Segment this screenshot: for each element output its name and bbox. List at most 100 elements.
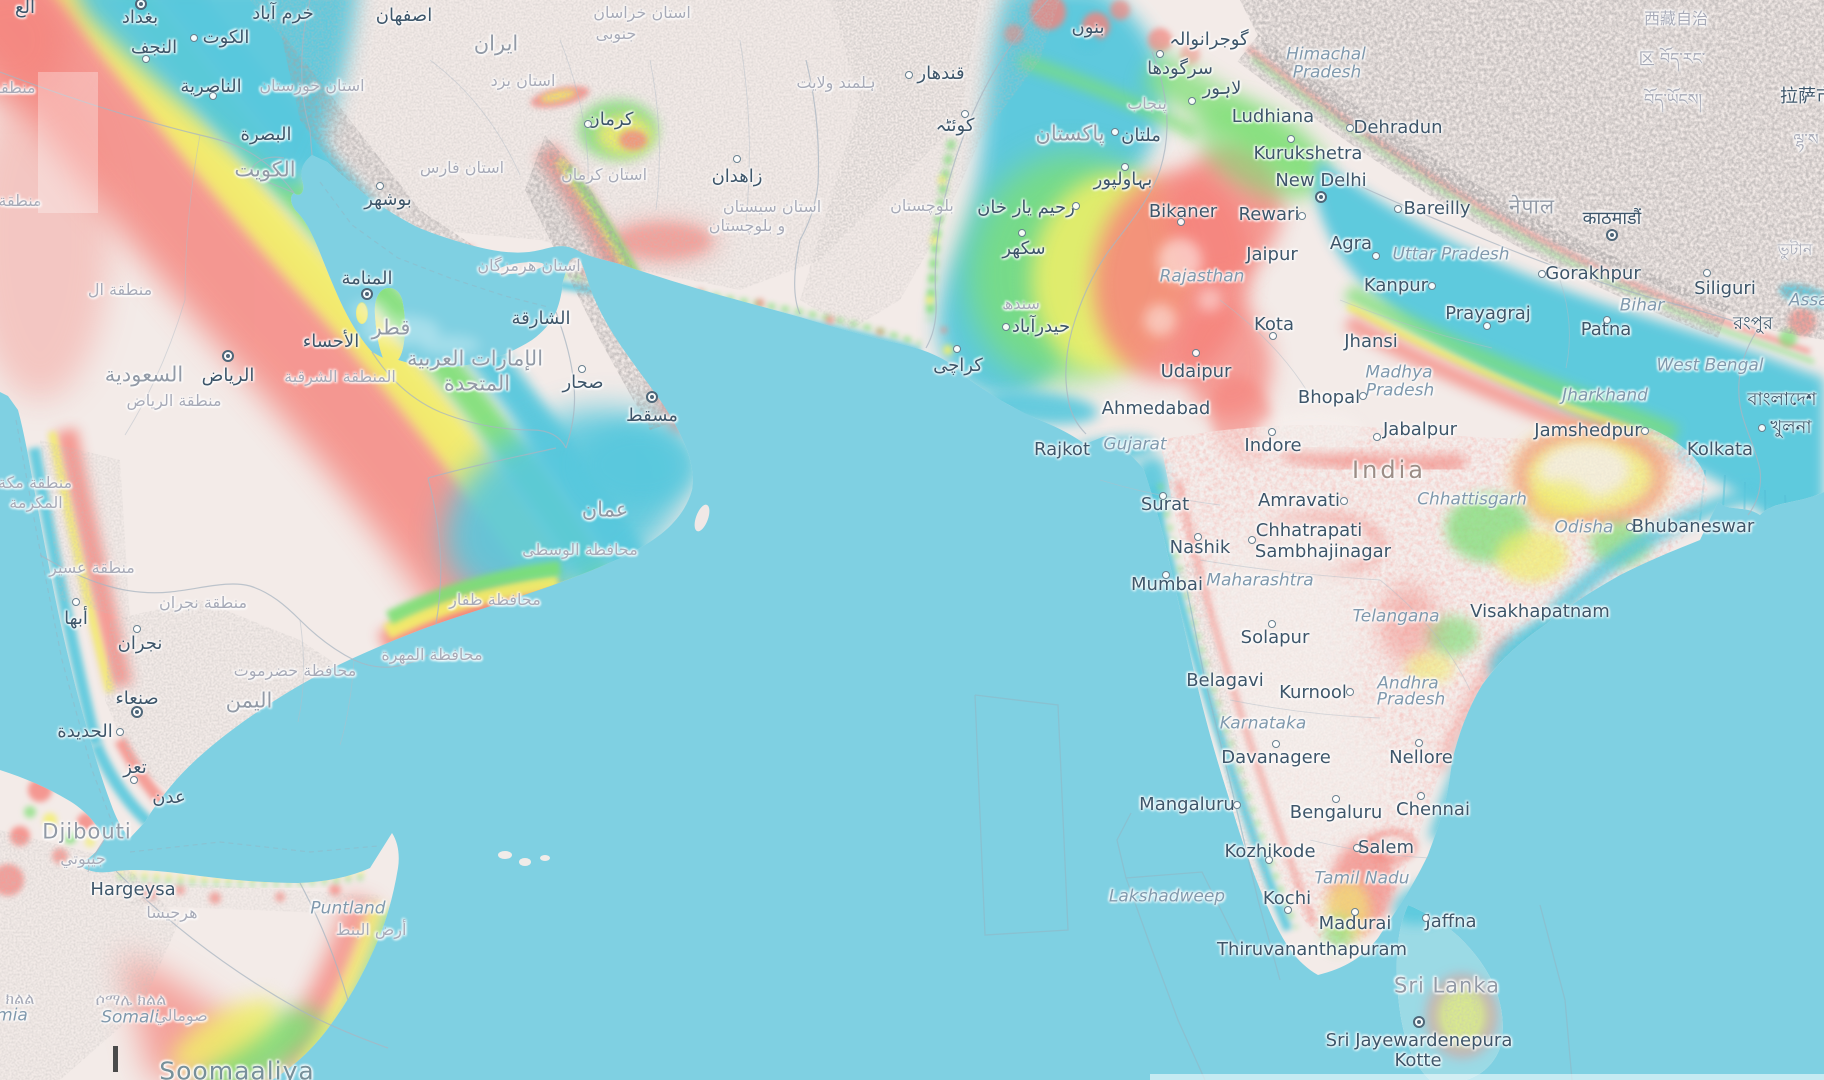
map-label: الناصرية bbox=[180, 76, 242, 97]
capital-marker bbox=[135, 0, 147, 10]
map-label: صنعاء bbox=[115, 688, 159, 709]
town-marker bbox=[1072, 202, 1080, 210]
map-label: Rajkot bbox=[1034, 439, 1090, 460]
map-label: الرياض bbox=[201, 365, 255, 386]
town-marker bbox=[1233, 801, 1241, 809]
map-label: Chennai bbox=[1396, 799, 1470, 820]
map-label: Djibouti bbox=[42, 819, 132, 844]
map-label: Pradesh bbox=[1292, 62, 1362, 83]
town-marker bbox=[1111, 128, 1119, 136]
map-label: قندهار bbox=[917, 63, 965, 84]
map-label: Jabalpur bbox=[1382, 419, 1458, 440]
map-label: کرمان bbox=[586, 109, 634, 130]
town-marker bbox=[190, 34, 198, 42]
map-label: Kanpur bbox=[1363, 275, 1429, 296]
map-label: منطقة bbox=[0, 191, 42, 210]
map-label: Jaffna bbox=[1425, 911, 1477, 932]
map-label: Udaipur bbox=[1160, 361, 1232, 382]
map-label: Tamil Nadu bbox=[1314, 868, 1410, 889]
map-label: کوئٹہ bbox=[935, 115, 975, 136]
map-label: استان کرمان bbox=[560, 165, 648, 184]
map-label: Bengaluru bbox=[1289, 802, 1383, 823]
map-label: Siliguri bbox=[1694, 278, 1756, 299]
map-label: زاهدان bbox=[711, 166, 763, 187]
map-label: بہاولپور bbox=[1093, 169, 1153, 190]
map-label: المتحدة bbox=[443, 371, 511, 396]
town-marker bbox=[1359, 392, 1367, 400]
map-label: پنجاب bbox=[1127, 94, 1167, 113]
map-label: Sri Lanka bbox=[1393, 973, 1501, 998]
map-label: Chhattisgarh bbox=[1417, 489, 1527, 510]
town-marker bbox=[1394, 205, 1402, 213]
map-label: محافظة المهرة bbox=[381, 645, 483, 664]
map-label: ክልል bbox=[5, 989, 35, 1008]
map-label: تعز bbox=[123, 757, 147, 778]
map-label: ভুটান bbox=[1777, 240, 1813, 259]
town-marker bbox=[1177, 218, 1185, 226]
map-label: هرجيسا bbox=[146, 903, 198, 922]
map-label: Madhya bbox=[1365, 362, 1433, 383]
map-label: Mangaluru bbox=[1139, 794, 1235, 815]
map-label: Mumbai bbox=[1131, 574, 1203, 595]
map-label: سندھ bbox=[1002, 294, 1040, 313]
town-marker bbox=[72, 598, 80, 606]
map-label: India bbox=[1352, 456, 1426, 484]
town-marker bbox=[209, 92, 217, 100]
map-label: جيبوتي bbox=[60, 849, 106, 868]
admin-borders bbox=[0, 0, 1762, 1049]
town-marker bbox=[1372, 252, 1380, 260]
qeshm-island bbox=[496, 262, 544, 274]
town-marker bbox=[584, 120, 592, 128]
map-label: Prayagraj bbox=[1445, 303, 1531, 324]
map-label: 拉萨市 bbox=[1780, 86, 1824, 107]
town-marker bbox=[1159, 492, 1167, 500]
map-label: Agra bbox=[1329, 233, 1373, 254]
map-label: Lakshadweep bbox=[1108, 886, 1226, 907]
map-label: منطقة عسير bbox=[49, 558, 135, 577]
map-label: Bhopal bbox=[1297, 387, 1361, 408]
map-label: Sri Jayewardenepura bbox=[1325, 1030, 1513, 1051]
map-label: استان سیستان bbox=[722, 197, 822, 216]
town-marker bbox=[1265, 856, 1273, 864]
map-label: 区 བོད་རང་ bbox=[1638, 49, 1706, 68]
map-label: Surat bbox=[1140, 494, 1190, 515]
map-label: بوشهر bbox=[364, 189, 412, 210]
map-label: काठमाडौं bbox=[1582, 208, 1642, 229]
town-marker bbox=[1268, 428, 1276, 436]
map-label: منطقة bbox=[0, 78, 36, 97]
town-marker bbox=[376, 182, 384, 190]
town-marker bbox=[733, 155, 741, 163]
town-marker bbox=[1641, 427, 1649, 435]
map-label: گوجرانوالہ bbox=[1169, 29, 1249, 50]
map-label: السعودية bbox=[104, 362, 184, 387]
map-label: Puntland bbox=[310, 898, 386, 919]
map-label: ལྷ་ས bbox=[1793, 130, 1819, 149]
map-label: Solapur bbox=[1240, 627, 1310, 648]
map-label: اصفهان bbox=[375, 5, 433, 26]
map-label: خرم آباد bbox=[252, 3, 314, 24]
map-label: اليمن bbox=[225, 688, 273, 713]
map-label: Rewari bbox=[1238, 204, 1300, 225]
map-label: Kozhikode bbox=[1224, 841, 1316, 862]
map-label: Odisha bbox=[1554, 517, 1614, 538]
map-label: বাংলাদেশ bbox=[1747, 389, 1817, 410]
map-label: صحار bbox=[562, 372, 604, 393]
town-marker bbox=[1332, 795, 1340, 803]
map-label: Kotte bbox=[1394, 1050, 1442, 1071]
map-label: Andhra bbox=[1377, 673, 1439, 694]
map-label: الأحساء bbox=[302, 331, 360, 352]
map-label: 西藏自治 bbox=[1643, 9, 1709, 28]
map-label: Jharkhand bbox=[1562, 385, 1648, 406]
map-label: أرض البنط bbox=[335, 920, 407, 939]
town-marker bbox=[1703, 269, 1711, 277]
town-marker bbox=[1272, 740, 1280, 748]
map-label: المنطقة الشرقية bbox=[284, 367, 396, 386]
map-label: Amravati bbox=[1257, 490, 1341, 511]
capital-marker bbox=[646, 391, 658, 403]
map-label: Pradesh bbox=[1365, 380, 1435, 401]
town-marker bbox=[1018, 229, 1026, 237]
map-label: منطقة نجران bbox=[158, 593, 248, 612]
map-label: ሶማሌ ክልል bbox=[95, 990, 167, 1009]
town-marker bbox=[1284, 906, 1292, 914]
